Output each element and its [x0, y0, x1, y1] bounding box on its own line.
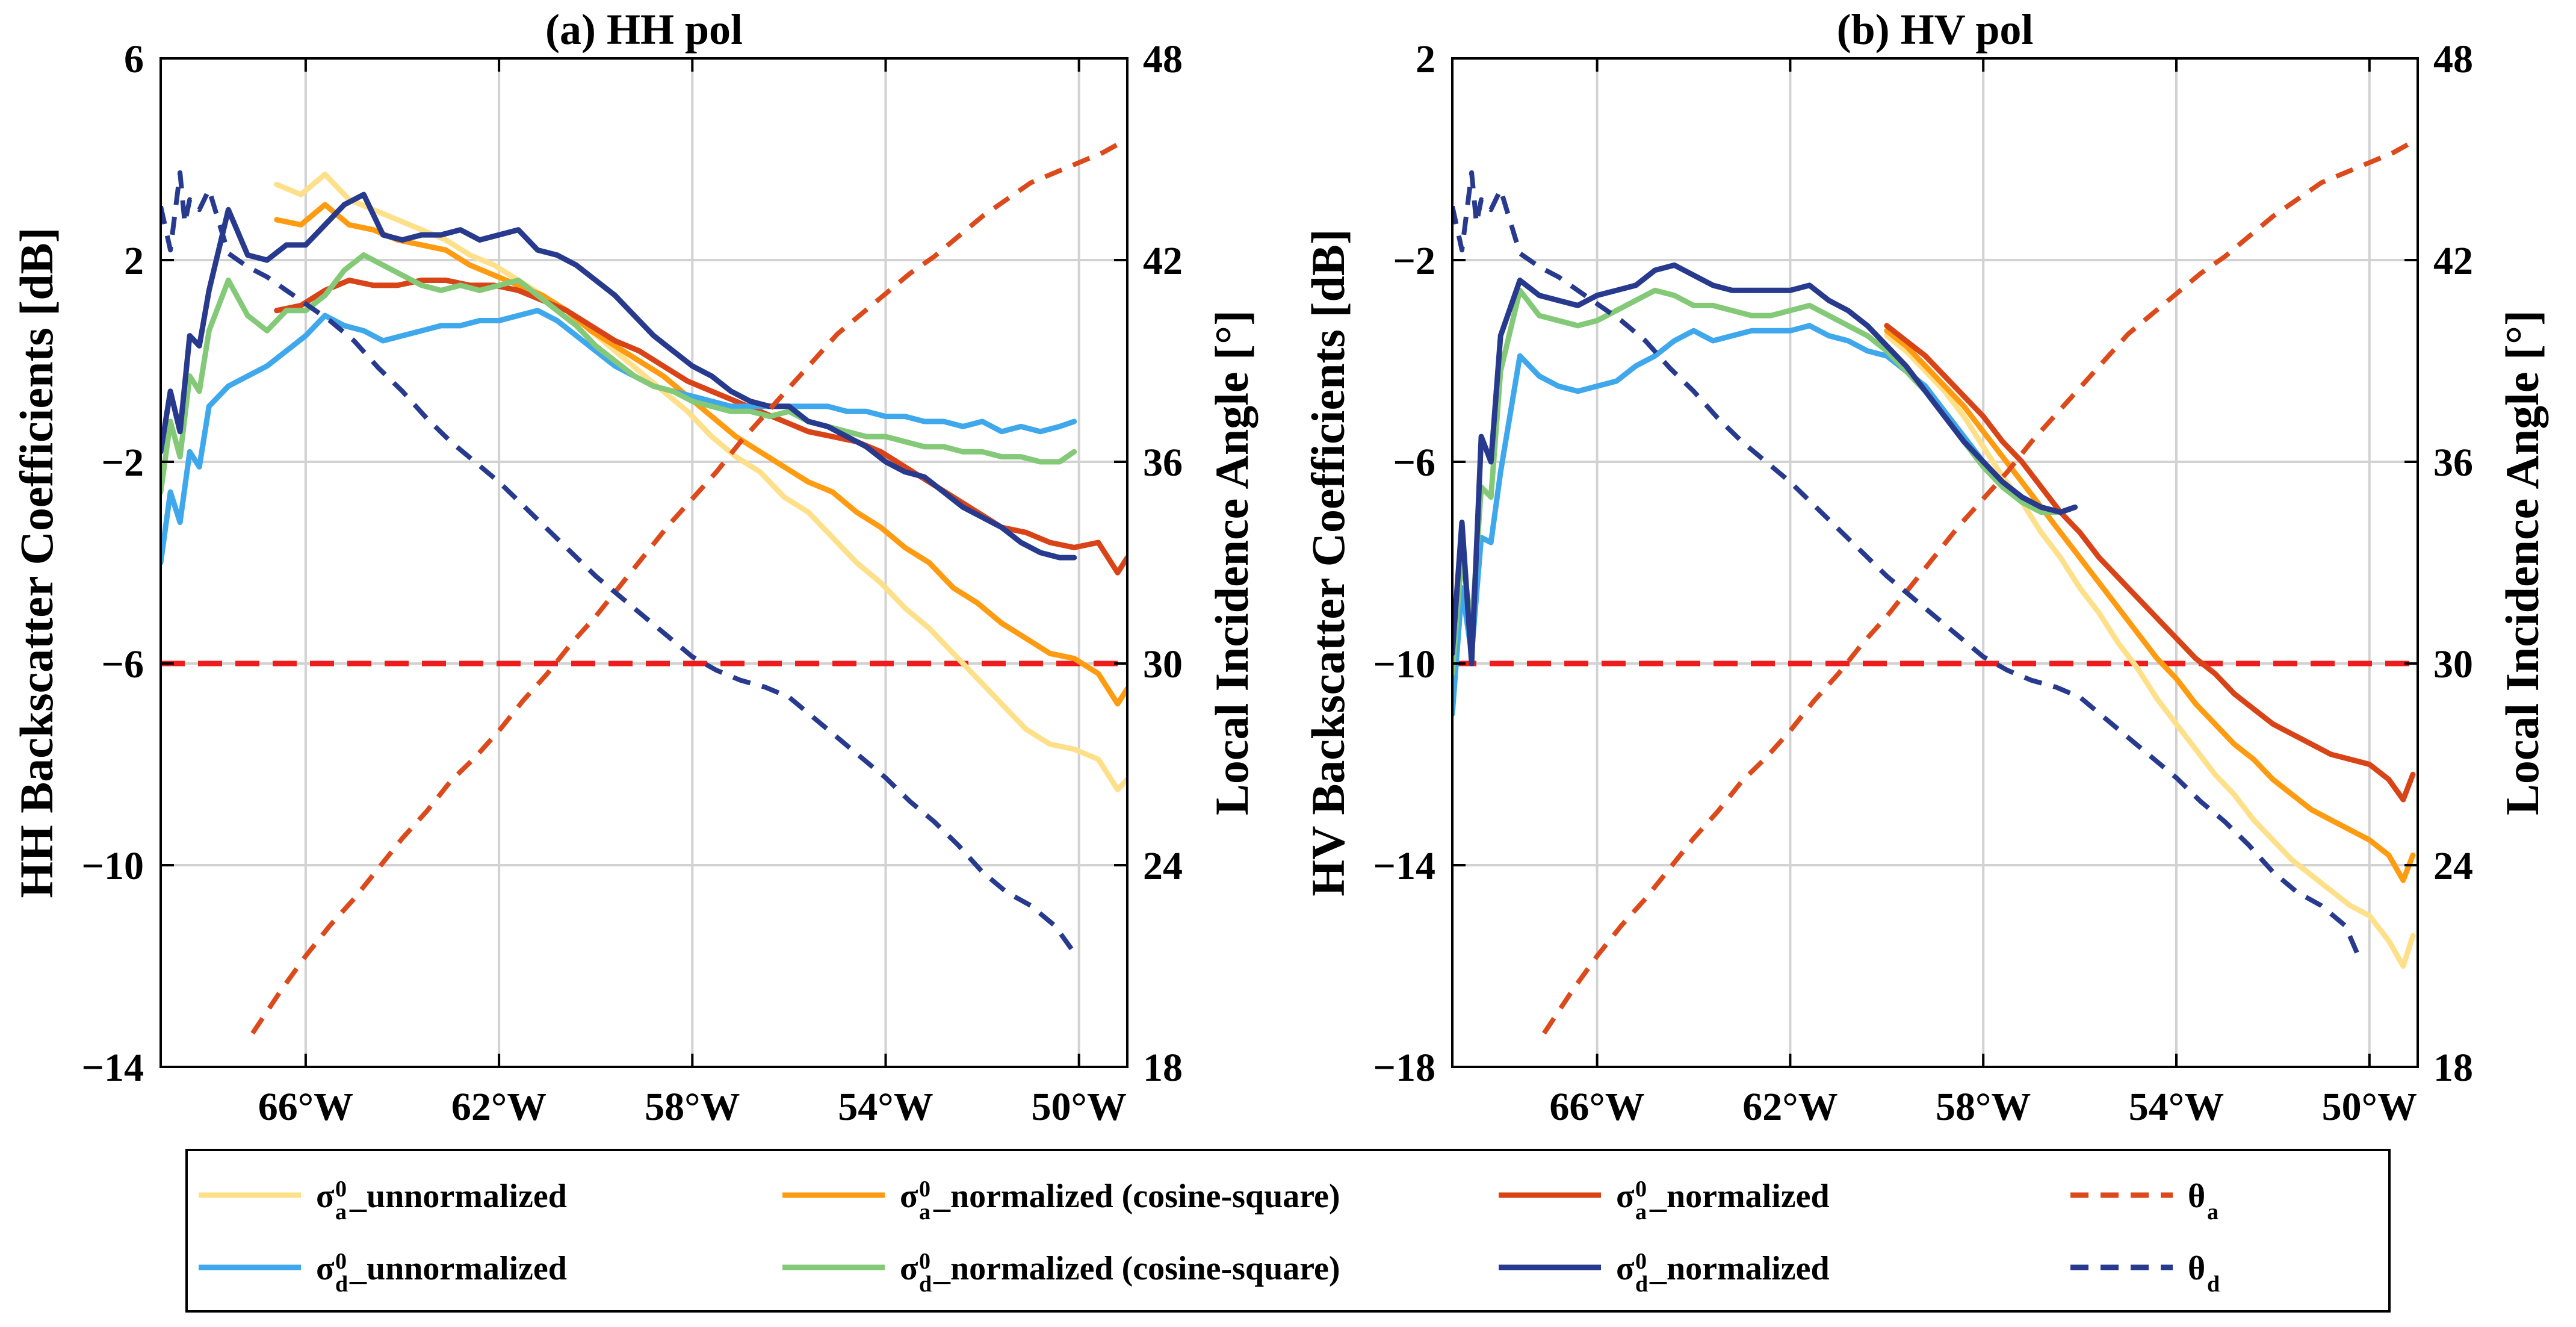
series-line-theta-a [250, 137, 1127, 1035]
y-tick-label: −14 [81, 1046, 144, 1090]
y-tick-label: −10 [81, 844, 144, 888]
legend-item-sa-un: σ0 a_unnormalized [199, 1176, 567, 1225]
legend-item-sd-cos: σ0 d_normalized (cosine-square) [782, 1249, 1340, 1297]
series-line-theta-d [161, 170, 1076, 954]
y2-tick-label: 36 [2433, 441, 2473, 485]
legend-item-sa-cos: σ0 a_normalized (cosine-square) [782, 1176, 1340, 1225]
series-line-theta-a [1542, 137, 2418, 1035]
x-tick-label: 54°W [2129, 1085, 2224, 1129]
panel-title: (b) HV pol [1837, 5, 2034, 54]
y-tick-label: 2 [124, 239, 144, 283]
series-line-sa-cos [1884, 328, 2416, 883]
axes-frame [159, 57, 1129, 1068]
series-line-sa-cos [274, 202, 1127, 707]
x-tick-label: 50°W [2322, 1085, 2417, 1129]
y2-tick-label: 48 [2433, 37, 2473, 81]
x-tick-label: 54°W [838, 1085, 933, 1129]
y-tick-label: −14 [1373, 844, 1435, 888]
y-tick-label: −6 [101, 642, 144, 686]
legend-label: σ0 a_normalized (cosine-square) [900, 1176, 1340, 1225]
x-tick-label: 62°W [1742, 1085, 1838, 1129]
series-line-sd-un [1452, 323, 2078, 717]
panel-title: (a) HH pol [545, 5, 743, 54]
x-tick-label: 50°W [1031, 1085, 1126, 1129]
panel-hh: 66°W 62°W 58°W 54°W 50°W 6 2 −2 −6 −10 −14 48 42 36 30… [10, 5, 1258, 1129]
x-tick-label: 62°W [451, 1085, 546, 1129]
y2-tick-label: 30 [2433, 642, 2473, 686]
y-tick-label: −10 [1373, 642, 1435, 686]
series-line-sd-norm [161, 191, 1077, 561]
legend-label: σ0 a_normalized [1616, 1176, 1830, 1225]
legend-item-theta-d: θd [2070, 1250, 2220, 1297]
series-line-sd-un [161, 308, 1077, 565]
x-tick-label: 58°W [645, 1085, 740, 1129]
series-group [1452, 137, 2418, 1035]
legend-label: σ0 d_normalized (cosine-square) [900, 1249, 1340, 1297]
series-line-sa-un [274, 172, 1127, 792]
x-tick-label: 66°W [258, 1085, 353, 1129]
y-axis-label: HV Backscatter Coefficients [dB] [1302, 229, 1354, 896]
y2-tick-label: 18 [1143, 1046, 1183, 1090]
y2-tick-label: 24 [1143, 844, 1183, 888]
series-line-theta-d [1452, 170, 2362, 960]
axes-frame [1451, 57, 2419, 1068]
y2-tick-label: 36 [1143, 441, 1183, 485]
panel-hv: 66°W 62°W 58°W 54°W 50°W 2 −2 −6 −10 −14 −18 48 42 36… [1302, 5, 2548, 1129]
series-group [161, 137, 1127, 1035]
legend-item-theta-a: θa [2070, 1178, 2218, 1225]
y-tick-label: 6 [124, 37, 144, 81]
y-tick-label: −18 [1373, 1046, 1435, 1090]
y2-tick-label: 30 [1143, 642, 1183, 686]
legend-item-sd-un: σ0 d_unnormalized [199, 1249, 567, 1297]
series-line-sd-norm [1452, 262, 2078, 667]
y-axis-label: HH Backscatter Coefficients [dB] [10, 227, 63, 898]
x-tick-label: 58°W [1936, 1085, 2031, 1129]
y2-tick-label: 42 [1143, 239, 1183, 283]
series-line-sd-cos [1452, 287, 2078, 677]
legend-label: σ0 d_unnormalized [316, 1249, 567, 1297]
series-line-sa-norm [1884, 323, 2416, 803]
legend-label: θd [2188, 1250, 2220, 1297]
y-tick-label: −2 [101, 441, 144, 485]
legend-item-sa-norm: σ0 a_normalized [1499, 1176, 1830, 1225]
legend-box [185, 1149, 2391, 1313]
legend-label: σ0 a_unnormalized [316, 1176, 567, 1225]
legend-label: σ0 d_normalized [1616, 1249, 1830, 1297]
series-line-sa-un [1884, 333, 2416, 969]
y2-tick-label: 18 [2433, 1046, 2473, 1090]
y2-axis-label: Local Incidence Angle [°] [2496, 310, 2548, 815]
y2-axis-label: Local Incidence Angle [°] [1206, 310, 1258, 815]
legend-item-sd-norm: σ0 d_normalized [1499, 1249, 1830, 1297]
y2-tick-label: 48 [1143, 37, 1183, 81]
legend: σ0 a_unnormalized σ0 a_normalized (cosine-s… [185, 1149, 2391, 1313]
y-tick-label: 2 [1416, 37, 1435, 81]
series-line-sd-cos [161, 252, 1077, 495]
x-tick-label: 66°W [1549, 1085, 1644, 1129]
y2-tick-label: 24 [2433, 844, 2473, 888]
y2-tick-label: 42 [2433, 239, 2473, 283]
y-tick-label: −2 [1393, 239, 1435, 283]
y-tick-label: −6 [1393, 441, 1435, 485]
legend-label: θa [2188, 1178, 2218, 1225]
